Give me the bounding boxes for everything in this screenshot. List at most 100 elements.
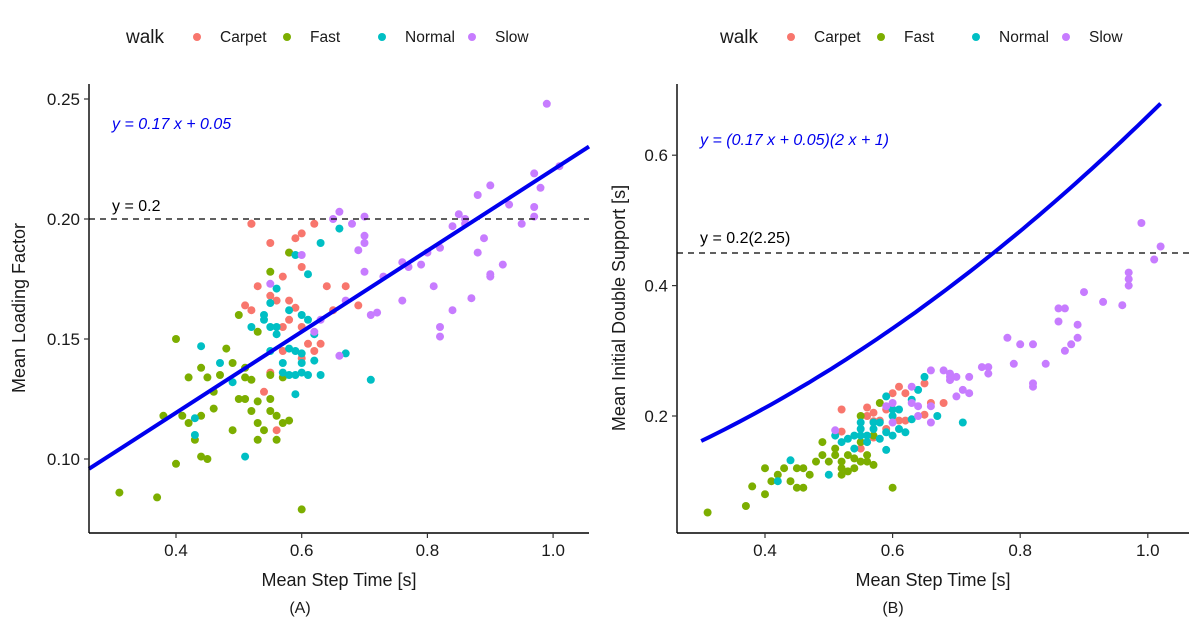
point-slow (952, 392, 961, 401)
point-normal (266, 299, 275, 307)
point-fast (837, 464, 846, 473)
point-normal (895, 405, 903, 414)
legend-label-carpet: Carpet (220, 29, 267, 46)
point-slow (436, 332, 444, 341)
point-normal (190, 431, 199, 439)
point-normal (316, 239, 325, 247)
point-normal (856, 418, 865, 427)
point-fast (856, 438, 865, 447)
point-normal (888, 405, 897, 414)
legend-swatch-fast (283, 33, 291, 41)
point-carpet (310, 219, 319, 228)
y-ticks-b: 0.2 0.4 0.6 (644, 146, 677, 426)
legend-title-a: walk (125, 27, 165, 48)
point-carpet (266, 239, 275, 247)
point-slow (360, 231, 369, 240)
point-fast (260, 426, 268, 435)
point-fast (253, 397, 262, 406)
legend-label-normal: Normal (999, 29, 1049, 46)
point-slow (1054, 304, 1063, 313)
point-carpet (856, 444, 865, 453)
point-fast (209, 404, 218, 413)
point-fast (856, 457, 865, 466)
legend-swatch-normal (972, 33, 980, 41)
x-axis-title-a: Mean Step Time [s] (261, 570, 416, 590)
point-normal (291, 347, 300, 355)
point-slow (366, 311, 375, 319)
point-fast (272, 435, 281, 444)
point-normal (304, 315, 312, 324)
point-normal (856, 431, 865, 440)
point-slow (1124, 281, 1133, 290)
point-normal (297, 311, 306, 319)
point-normal (335, 224, 344, 233)
point-slow (926, 366, 935, 375)
point-fast (780, 464, 789, 473)
point-normal (197, 342, 206, 351)
legend-label-fast: Fast (904, 29, 935, 46)
point-carpet (837, 427, 846, 436)
point-carpet (297, 229, 306, 238)
point-fast (172, 459, 180, 468)
point-fast (831, 444, 840, 453)
point-normal (272, 330, 281, 339)
point-fast (203, 455, 212, 463)
point-fast (253, 327, 262, 336)
point-slow (907, 382, 916, 391)
point-fast (197, 363, 206, 372)
point-carpet (920, 410, 929, 419)
point-slow (480, 234, 488, 243)
point-slow (417, 260, 426, 269)
point-slow (467, 294, 476, 303)
point-normal (888, 431, 897, 440)
legend-label-slow: Slow (495, 29, 529, 46)
point-slow (1073, 320, 1082, 329)
point-fast (850, 464, 859, 473)
point-normal (291, 371, 300, 379)
point-normal (304, 371, 312, 379)
point-fast (178, 411, 187, 420)
point-slow (310, 327, 319, 336)
panel-b: walk Carpet Fast Normal Slow 0.4 0.6 0.8 1.… (609, 27, 1189, 617)
legend-swatch-fast (877, 33, 885, 41)
point-carpet (863, 403, 872, 412)
point-fast (812, 457, 820, 466)
point-carpet (901, 416, 910, 425)
point-normal (895, 425, 903, 433)
point-normal (869, 418, 878, 427)
y-tick-label: 0.15 (47, 330, 80, 349)
point-slow (498, 260, 507, 269)
point-normal (291, 251, 300, 259)
point-fast (234, 395, 243, 403)
x-tick-label: 1.0 (541, 541, 565, 560)
y-tick-label: 0.2 (644, 407, 668, 426)
point-slow (1080, 288, 1088, 297)
point-carpet (291, 303, 300, 312)
point-normal (266, 323, 275, 331)
point-normal (228, 378, 237, 387)
point-fast (247, 407, 256, 415)
point-carpet (341, 282, 350, 291)
point-normal (260, 311, 268, 319)
point-carpet (278, 347, 287, 355)
legend-label-fast: Fast (310, 29, 341, 46)
point-fast (875, 399, 884, 407)
point-slow (977, 363, 986, 372)
point-fast (278, 419, 287, 427)
fit-equation-b: y = (0.17 x + 0.05)(2 x + 1) (699, 132, 889, 149)
point-normal (850, 444, 859, 453)
point-fast (115, 488, 124, 497)
point-fast (266, 267, 275, 276)
point-fast (818, 438, 827, 447)
point-carpet (247, 219, 256, 228)
point-slow (1118, 301, 1127, 310)
x-tick-label: 0.8 (1008, 541, 1032, 560)
point-slow (335, 207, 344, 216)
point-slow (1124, 275, 1133, 284)
point-fast (850, 454, 859, 463)
point-carpet (260, 387, 268, 396)
point-slow (888, 418, 897, 427)
point-slow (448, 222, 457, 231)
point-fast (869, 431, 878, 440)
point-fast (285, 416, 294, 425)
